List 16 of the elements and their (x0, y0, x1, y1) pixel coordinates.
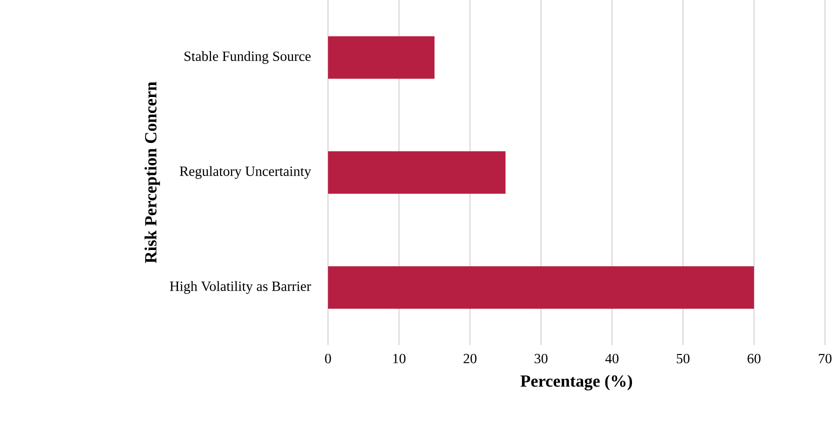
y-axis-title: Risk Perception Concern (144, 82, 160, 264)
x-tick-label: 0 (325, 354, 331, 364)
x-tick-label: 40 (605, 354, 618, 364)
x-tick-label: 30 (534, 354, 548, 364)
x-tick-label: 60 (748, 354, 760, 364)
y-tick-label: High Volatility as Barrier (170, 281, 312, 294)
x-tick-label: 50 (676, 354, 690, 364)
y-tick-label: Stable Funding Source (184, 51, 311, 64)
bar (328, 266, 754, 309)
x-axis-title: Percentage (%) (520, 374, 632, 390)
x-tick-label: 70 (818, 354, 832, 364)
bar (328, 36, 435, 79)
x-tick-label: 10 (393, 354, 406, 364)
y-tick-label: Regulatory Uncertainty (180, 166, 312, 179)
x-tick-label: 20 (464, 354, 476, 364)
bar (328, 151, 506, 194)
